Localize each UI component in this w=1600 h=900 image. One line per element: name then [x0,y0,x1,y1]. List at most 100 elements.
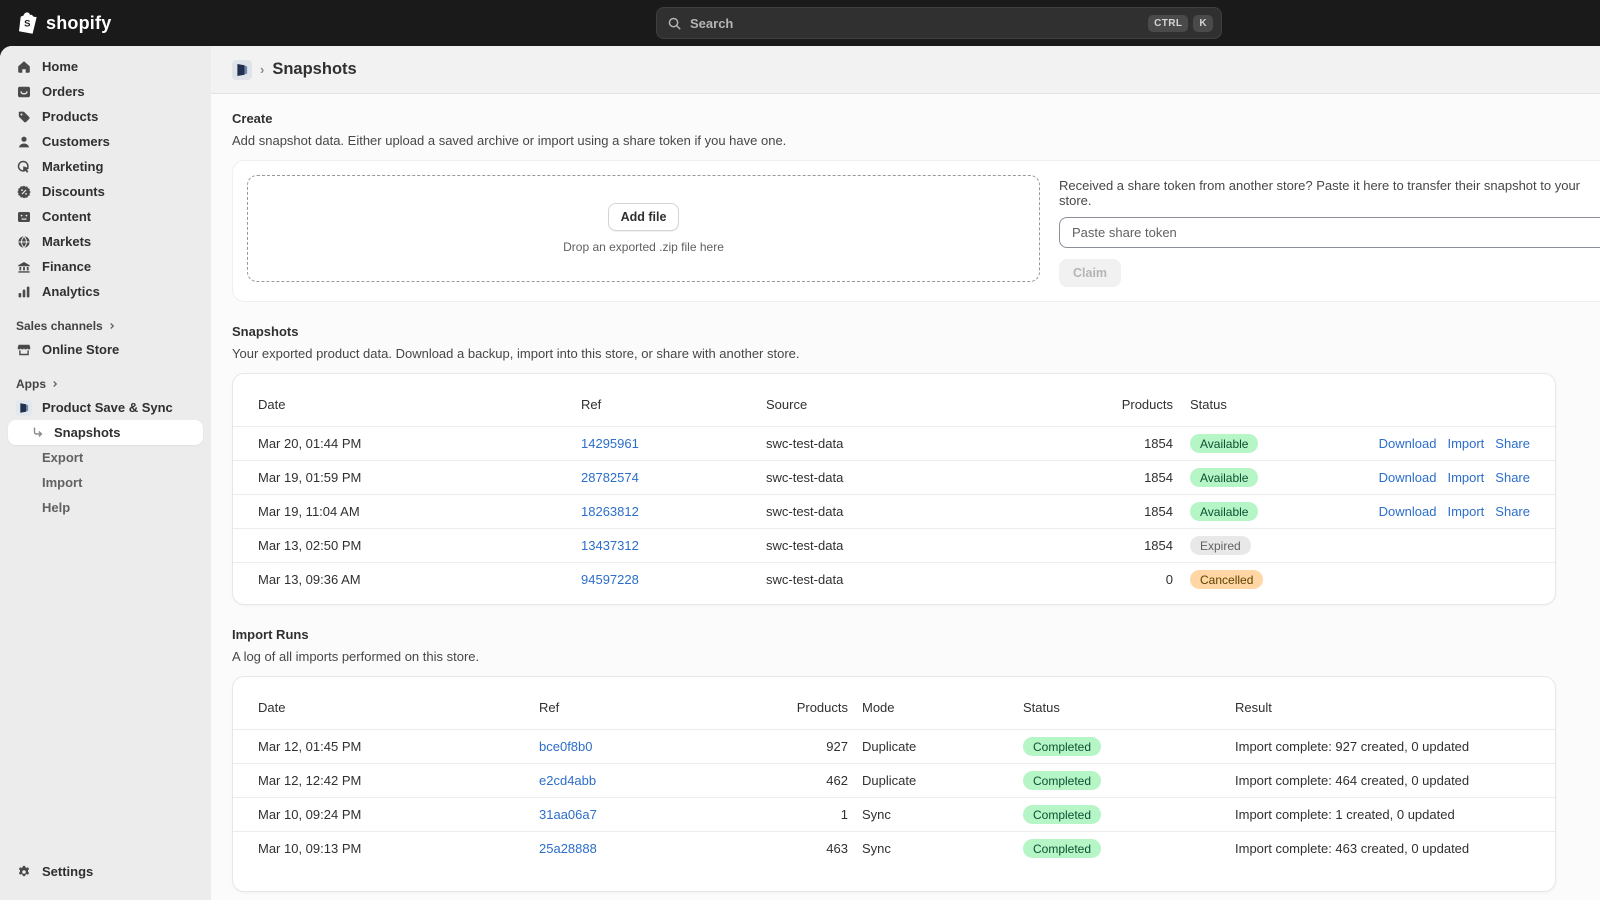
sidebar-section-sales-channels[interactable]: Sales channels [8,315,203,337]
snapshot-ref-link[interactable]: 94597228 [581,572,639,587]
snapshot-date: Mar 13, 02:50 PM [258,538,581,553]
shopify-logo: S shopify [16,0,111,46]
sidebar-item-import[interactable]: Import [8,470,203,495]
shopify-bag-icon: S [16,11,40,35]
store-icon [16,342,32,358]
col-date: Date [258,700,539,715]
sidebar-item-export[interactable]: Export [8,445,203,470]
snapshot-ref-link[interactable]: 18263812 [581,504,639,519]
create-card: Add file Drop an exported .zip file here… [232,160,1600,302]
orders-icon [16,84,32,100]
sidebar-item-label: Help [42,500,70,515]
sidebar-item-label: Export [42,450,83,465]
global-search[interactable]: CTRL K [656,7,1222,39]
sidebar-item-discounts[interactable]: Discounts [8,179,203,204]
snapshot-ref-link[interactable]: 28782574 [581,470,639,485]
sidebar-item-snapshots[interactable]: Snapshots [8,420,203,445]
status-badge: Available [1190,502,1258,521]
import-ref-link[interactable]: 25a28888 [539,841,597,856]
sidebar-item-content[interactable]: Content [8,204,203,229]
snapshot-source: swc-test-data [766,538,1113,553]
import-ref-link[interactable]: bce0f8b0 [539,739,593,754]
col-products: Products [1122,397,1173,412]
sub-arrow-icon [30,425,46,441]
snapshot-source: swc-test-data [766,470,1113,485]
snapshot-date: Mar 13, 09:36 AM [258,572,581,587]
import-link[interactable]: Import [1447,504,1484,519]
import-runs-heading: Import Runs [232,627,1600,642]
search-input[interactable] [690,16,1143,31]
page-content: Create Add snapshot data. Either upload … [211,111,1600,892]
snapshot-actions: Download Import Share [1379,470,1530,485]
discounts-icon [16,184,32,200]
kbd-ctrl: CTRL [1148,15,1188,32]
import-products: 462 [826,773,848,788]
breadcrumb: › Snapshots [211,46,1600,94]
snapshot-date: Mar 19, 01:59 PM [258,470,581,485]
sidebar-item-help[interactable]: Help [8,495,203,520]
file-dropzone[interactable]: Add file Drop an exported .zip file here [247,175,1040,282]
sidebar-item-finance[interactable]: Finance [8,254,203,279]
col-date: Date [258,397,581,412]
download-link[interactable]: Download [1379,504,1437,519]
main-area: › Snapshots Create Add snapshot data. Ei… [211,46,1600,900]
sidebar-item-home[interactable]: Home [8,54,203,79]
share-link[interactable]: Share [1495,504,1530,519]
import-runs-section: Import Runs A log of all imports perform… [232,627,1600,892]
import-link[interactable]: Import [1447,436,1484,451]
col-mode: Mode [848,700,1023,715]
import-date: Mar 10, 09:24 PM [258,807,539,822]
claim-button[interactable]: Claim [1059,259,1121,287]
sidebar-item-online-store[interactable]: Online Store [8,337,203,362]
download-link[interactable]: Download [1379,436,1437,451]
import-result: Import complete: 464 created, 0 updated [1235,773,1530,788]
import-runs-description: A log of all imports performed on this s… [232,649,1600,664]
snapshot-row: Mar 19, 01:59 PM 28782574 swc-test-data … [233,460,1555,494]
import-products: 1 [841,807,848,822]
status-badge: Available [1190,468,1258,487]
sidebar-item-label: Analytics [42,284,100,299]
share-link[interactable]: Share [1495,436,1530,451]
sidebar-section-apps[interactable]: Apps [8,373,203,395]
snapshot-source: swc-test-data [766,504,1113,519]
snapshots-table: Date Ref Source Products Status Mar 20, … [232,373,1556,605]
sidebar-item-marketing[interactable]: Marketing [8,154,203,179]
chevron-right-icon [50,379,60,389]
share-link[interactable]: Share [1495,470,1530,485]
svg-text:S: S [24,19,30,30]
token-prompt: Received a share token from another stor… [1059,178,1600,208]
status-badge: Expired [1190,536,1251,555]
create-section: Create Add snapshot data. Either upload … [232,111,1600,302]
snapshot-actions: Download Import Share [1379,436,1530,451]
sidebar-item-product-save-sync[interactable]: Product Save & Sync [8,395,203,420]
marketing-icon [16,159,32,175]
sidebar-item-settings[interactable]: Settings [8,859,203,884]
col-ref: Ref [581,397,766,412]
sidebar-item-label: Product Save & Sync [42,400,173,415]
sidebar-item-products[interactable]: Products [8,104,203,129]
snapshot-ref-link[interactable]: 13437312 [581,538,639,553]
share-token-input[interactable] [1059,217,1600,248]
sidebar-item-customers[interactable]: Customers [8,129,203,154]
import-ref-link[interactable]: 31aa06a7 [539,807,597,822]
add-file-button[interactable]: Add file [608,203,680,231]
brand-wordmark: shopify [46,13,111,34]
snapshot-ref-link[interactable]: 14295961 [581,436,639,451]
import-runs-table: Date Ref Products Mode Status Result Mar… [232,676,1556,892]
snapshot-row: Mar 13, 09:36 AM 94597228 swc-test-data … [233,562,1555,596]
sidebar-item-markets[interactable]: Markets [8,229,203,254]
sidebar-item-analytics[interactable]: Analytics [8,279,203,304]
chevron-right-icon [107,321,117,331]
snapshot-date: Mar 20, 01:44 PM [258,436,581,451]
finance-icon [16,259,32,275]
import-link[interactable]: Import [1447,470,1484,485]
sidebar-item-label: Home [42,59,78,74]
section-label: Sales channels [16,319,103,333]
app-logo-icon[interactable] [232,60,252,80]
import-result: Import complete: 463 created, 0 updated [1235,841,1530,856]
sidebar-item-orders[interactable]: Orders [8,79,203,104]
snapshot-date: Mar 19, 11:04 AM [258,504,581,519]
import-ref-link[interactable]: e2cd4abb [539,773,596,788]
col-status: Status [1023,700,1235,715]
download-link[interactable]: Download [1379,470,1437,485]
